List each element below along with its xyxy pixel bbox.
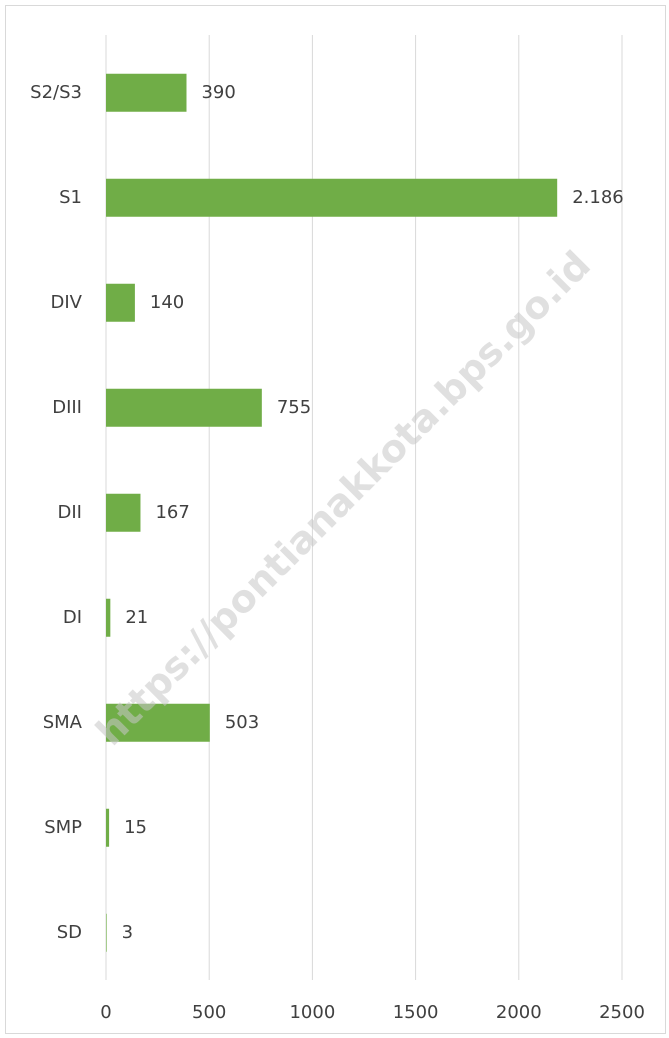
x-tick-label: 2000 — [496, 1002, 542, 1023]
bar — [106, 808, 110, 847]
y-tick-label: S1 — [59, 187, 82, 208]
x-tick-label: 500 — [192, 1002, 226, 1023]
bar — [106, 178, 558, 217]
data-label: 167 — [155, 502, 189, 523]
bar — [106, 388, 262, 427]
y-tick-label: SD — [57, 922, 82, 943]
data-label: 140 — [150, 292, 184, 313]
bar — [106, 598, 111, 637]
bar — [106, 283, 135, 322]
y-tick-label: DI — [63, 607, 82, 628]
y-tick-label: SMP — [44, 817, 82, 838]
data-label: 2.186 — [572, 187, 624, 208]
data-label: 390 — [201, 82, 235, 103]
y-tick-label: S2/S3 — [30, 82, 82, 103]
bar — [106, 493, 141, 532]
bar — [106, 73, 187, 112]
data-label: 755 — [277, 397, 311, 418]
x-tick-label: 0 — [100, 1002, 111, 1023]
y-tick-label: DIII — [52, 397, 82, 418]
x-tick-label: 2500 — [599, 1002, 645, 1023]
bar — [106, 703, 210, 742]
data-label: 21 — [125, 607, 148, 628]
data-label: 3 — [122, 922, 133, 943]
data-label: 15 — [124, 817, 147, 838]
data-label: 503 — [225, 712, 259, 733]
y-tick-label: SMA — [43, 712, 83, 733]
x-tick-label: 1500 — [393, 1002, 439, 1023]
y-tick-label: DIV — [51, 292, 83, 313]
x-tick-label: 1000 — [289, 1002, 335, 1023]
y-tick-label: DII — [58, 502, 82, 523]
bar — [106, 913, 107, 952]
